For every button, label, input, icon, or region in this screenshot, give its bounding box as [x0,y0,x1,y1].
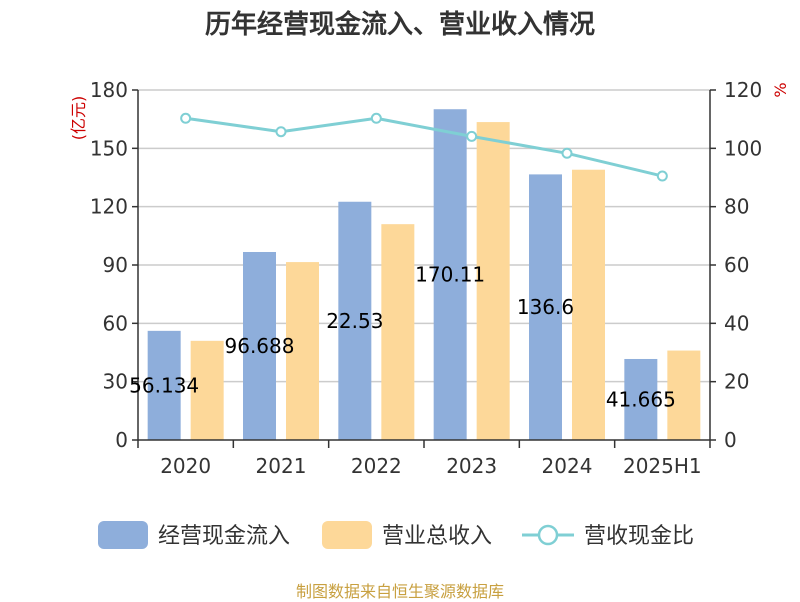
bar-cash-inflow [529,174,562,440]
ratio-point [370,112,382,124]
data-label: 56.134 [129,373,199,397]
bar-revenue [286,262,319,440]
ratio-point [561,147,573,159]
bar-cash-inflow [433,109,467,440]
legend-swatch-revenue [322,521,372,549]
bar-cash-inflow [338,201,372,440]
bar-revenue [476,122,510,440]
bar-revenue [572,169,605,440]
ratio-point [180,112,192,124]
ratio-line-path [185,116,663,178]
y2-tick-label: 80 [724,195,749,219]
x-tick-label: 2023 [446,454,497,478]
axes: 0 30 60 90 120 150 180 0 20 40 60 80 100 120 2020 2021 2… [69,78,790,478]
y-tick-label: 150 [90,136,128,160]
y-tick-label: 60 [103,311,128,335]
ratio-point [466,130,478,142]
y2-tick-label: 60 [724,253,749,277]
y2-tick-label: 120 [724,78,762,102]
ratio-point [275,126,287,138]
y2-tick-label: 20 [724,370,749,394]
x-tick-label: 2025H1 [623,454,702,478]
bars [147,109,701,440]
footer-source: 制图数据来自恒生聚源数据库 [295,582,504,601]
y-tick-label: 180 [90,78,128,102]
chart-title: 历年经营现金流入、营业收入情况 [204,10,595,40]
data-label: 96.688 [225,334,295,358]
y2-tick-label: 100 [724,136,762,160]
x-tick-label: 2021 [256,454,307,478]
bar-cash-inflow [147,330,181,440]
legend: 经营现金流入 营业总收入 营收现金比 [98,521,694,549]
legend-label-cash-inflow: 经营现金流入 [158,524,290,549]
x-tick-label: 2020 [160,454,211,478]
data-label: 41.665 [606,387,676,411]
gridlines [138,89,710,383]
x-tick-label: 2024 [542,454,593,478]
y-tick-label: 0 [115,428,128,452]
data-label: 22.53 [326,309,383,333]
bar-revenue [667,350,701,440]
legend-swatch-ratio-marker [537,524,559,546]
y-tick-label: 120 [90,195,128,219]
bar-revenue [190,340,224,440]
data-label: 170.11 [415,263,485,287]
y-axis-unit: (亿元) [69,96,88,141]
bar-cash-inflow [243,251,276,440]
legend-label-revenue: 营业总收入 [382,524,492,549]
bar-revenue [381,224,415,440]
y-tick-label: 90 [103,253,128,277]
ratio-point [656,170,668,182]
y2-tick-label: 40 [724,311,749,335]
legend-swatch-cash-inflow [98,521,148,549]
y2-axis-unit: % [771,82,790,97]
ratio-line [180,112,668,182]
data-label: 136.6 [517,295,574,319]
x-tick-label: 2022 [351,454,402,478]
legend-label-ratio: 营收现金比 [584,524,694,549]
y2-tick-label: 0 [724,428,737,452]
y-tick-label: 30 [103,370,128,394]
bar-cash-inflow [624,358,658,440]
data-labels: 56.134 96.688 22.53 170.11 136.6 41.665 [129,263,676,412]
